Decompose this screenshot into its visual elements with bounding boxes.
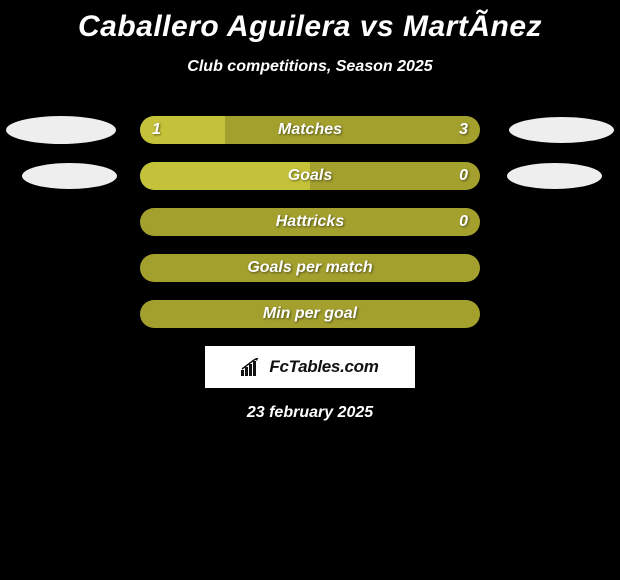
stat-bar: Hattricks 0 bbox=[140, 208, 480, 236]
comparison-row: Hattricks 0 bbox=[0, 208, 620, 236]
stat-bar: Goals 0 bbox=[140, 162, 480, 190]
stat-label: Goals per match bbox=[247, 259, 372, 277]
comparison-row: Goals per match bbox=[0, 254, 620, 282]
stat-label: Hattricks bbox=[276, 213, 344, 231]
stat-value-right: 0 bbox=[459, 167, 468, 185]
stat-bar: Min per goal bbox=[140, 300, 480, 328]
comparison-row: Goals 0 bbox=[0, 162, 620, 190]
stat-bar: Goals per match bbox=[140, 254, 480, 282]
comparison-row: 1 Matches 3 bbox=[0, 116, 620, 144]
stat-label: Matches bbox=[278, 121, 342, 139]
player-left-oval bbox=[22, 163, 117, 189]
logo-text: FcTables.com bbox=[269, 357, 378, 377]
player-left-oval bbox=[6, 116, 116, 144]
stat-value-right: 0 bbox=[459, 213, 468, 231]
stat-label: Min per goal bbox=[263, 305, 357, 323]
date-text: 23 february 2025 bbox=[0, 404, 620, 422]
comparison-row: Min per goal bbox=[0, 300, 620, 328]
stat-label: Goals bbox=[288, 167, 332, 185]
logo-box: FcTables.com bbox=[205, 346, 415, 388]
comparison-rows: 1 Matches 3 Goals 0 Hattricks 0 Goals per match… bbox=[0, 116, 620, 328]
bar-chart-icon bbox=[241, 358, 263, 376]
stat-value-right: 3 bbox=[459, 121, 468, 139]
stat-bar-fill bbox=[140, 162, 310, 190]
stat-bar: 1 Matches 3 bbox=[140, 116, 480, 144]
stat-value-left: 1 bbox=[152, 121, 161, 139]
player-right-oval bbox=[507, 163, 602, 189]
page-title: Caballero Aguilera vs MartÃ­nez bbox=[0, 0, 620, 44]
subtitle: Club competitions, Season 2025 bbox=[0, 58, 620, 76]
player-right-oval bbox=[509, 117, 614, 143]
